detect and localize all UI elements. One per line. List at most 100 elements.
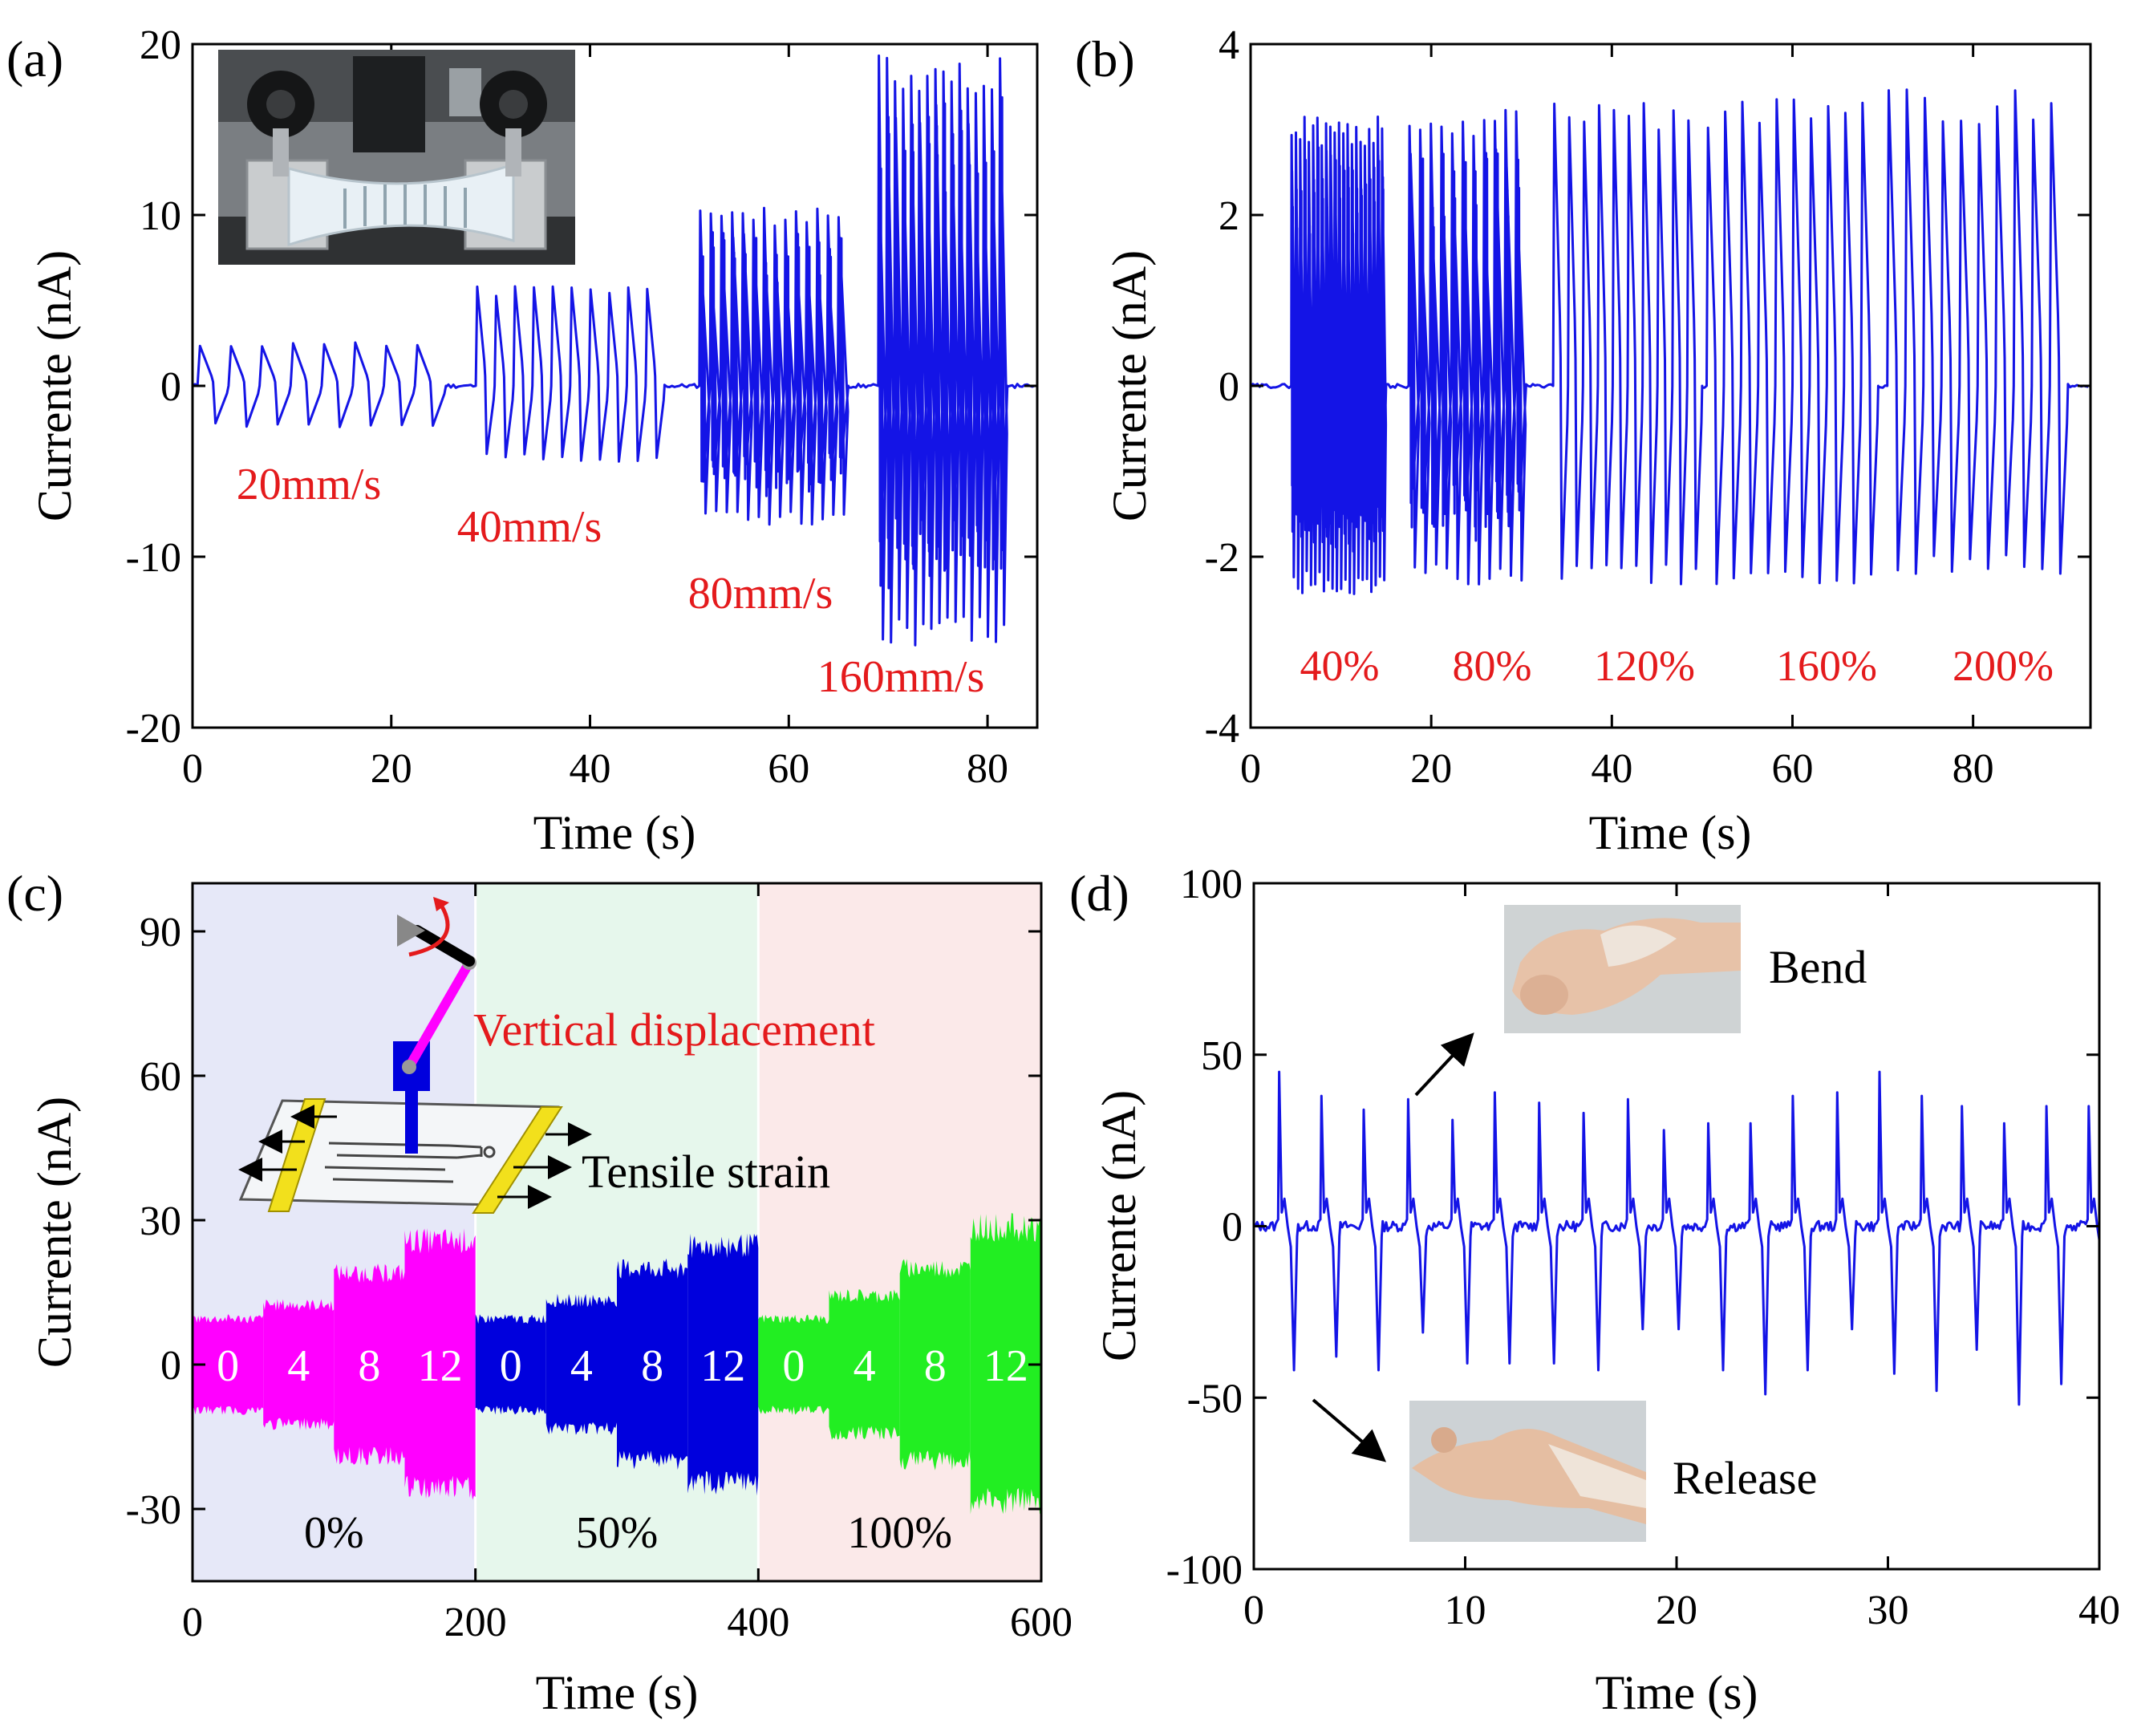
panel-label-c: (c) [6, 865, 63, 922]
x-tick-label-b: 0 [1240, 746, 1261, 792]
panel-b: 0 20 40 60 80 -4 -2 0 2 4 (b) Time (s) Currente (… [1075, 22, 2092, 859]
y-tick-label-c: 0 [160, 1343, 181, 1389]
displacement-label: 12 [983, 1341, 1028, 1391]
segment-label-b: 200% [1953, 642, 2054, 690]
current-band [193, 1314, 264, 1415]
x-tick-label-a: 80 [967, 746, 1008, 792]
x-tick-label-b: 40 [1591, 746, 1632, 792]
displacement-label: 8 [641, 1341, 663, 1391]
current-trace-d [1254, 1070, 2099, 1406]
y-axis-label-c: Currente (nA) [28, 1097, 81, 1368]
tensile-strain-label: Tensile strain [582, 1146, 830, 1198]
current-trace-a [193, 54, 1036, 647]
y-tick-label-c: 90 [140, 910, 181, 955]
y-tick-label-b: 4 [1219, 22, 1239, 68]
x-tick-label-d: 10 [1445, 1588, 1486, 1633]
segment-label-b: 160% [1776, 642, 1877, 690]
tensile-arrows [238, 1105, 592, 1209]
x-tick-label-a: 60 [768, 746, 809, 792]
displacement-label: 4 [570, 1341, 593, 1391]
x-tick-label-d: 0 [1243, 1588, 1264, 1633]
displacement-label: 4 [287, 1341, 310, 1391]
bend-wrist-photo [1504, 905, 1741, 1033]
y-tick-label-b: -2 [1205, 535, 1239, 581]
x-tick-label-d: 30 [1867, 1588, 1909, 1633]
segment-label-a: 20mm/s [237, 460, 381, 509]
y-tick-label-b: 0 [1219, 364, 1239, 410]
strain-region-label: 100% [847, 1508, 952, 1558]
y-tick-label-d: -100 [1166, 1547, 1243, 1593]
displacement-label: 12 [700, 1341, 745, 1391]
y-tick-label-c: -30 [126, 1487, 181, 1533]
displacement-label: 8 [924, 1341, 947, 1391]
displacement-label: 0 [217, 1341, 239, 1391]
current-trace-b [1251, 88, 2089, 595]
displacement-label: 4 [854, 1341, 876, 1391]
x-tick-label-c: 600 [1010, 1600, 1073, 1645]
strain-region-label: 0% [304, 1508, 364, 1558]
current-band [545, 1293, 617, 1435]
y-tick-label-a: 10 [140, 193, 181, 239]
tensile-setup-schematic [238, 897, 592, 1214]
y-axis-label-a: Currente (nA) [28, 250, 81, 521]
panel-label-a: (a) [6, 30, 63, 87]
x-tick-label-b: 80 [1953, 746, 1994, 792]
current-band [404, 1228, 476, 1500]
displacement-label: 8 [358, 1341, 380, 1391]
panel-label-d: (d) [1069, 865, 1129, 922]
y-tick-label-a: 0 [160, 364, 181, 410]
x-tick-label-c: 0 [182, 1600, 203, 1645]
y-tick-label-c: 60 [140, 1054, 181, 1100]
y-tick-label-d: -50 [1187, 1376, 1243, 1422]
current-band [829, 1289, 900, 1440]
displacement-label: 0 [500, 1341, 522, 1391]
current-band [263, 1299, 335, 1430]
bend-arrow [1414, 1032, 1474, 1097]
segment-label-b: 120% [1594, 642, 1695, 690]
current-band [617, 1258, 688, 1470]
y-axis-label-b: Currente (nA) [1103, 250, 1156, 521]
x-axis-label-b: Time (s) [1589, 806, 1752, 859]
x-tick-label-a: 40 [570, 746, 611, 792]
y-tick-label-d: 50 [1201, 1033, 1243, 1079]
y-tick-label-b: -4 [1205, 706, 1239, 752]
y-tick-label-a: -20 [126, 706, 181, 752]
release-label: Release [1673, 1452, 1817, 1504]
displacement-label: 12 [418, 1341, 463, 1391]
x-tick-label-d: 20 [1656, 1588, 1697, 1633]
y-tick-label-c: 30 [140, 1199, 181, 1244]
vertical-displacement-label: Vertical displacement [473, 1004, 875, 1056]
y-tick-label-d: 0 [1222, 1205, 1243, 1251]
x-axis-label-a: Time (s) [533, 806, 696, 859]
current-band [899, 1259, 971, 1470]
release-arrow [1312, 1398, 1387, 1462]
current-band [334, 1263, 405, 1466]
y-axis-label-d: Currente (nA) [1093, 1090, 1146, 1361]
y-tick-label-a: -10 [126, 535, 181, 581]
stretching-stage-photo [218, 50, 575, 265]
bend-label: Bend [1769, 941, 1867, 993]
x-tick-label-d: 40 [2078, 1588, 2120, 1633]
current-band [687, 1233, 759, 1496]
y-tick-label-d: 100 [1180, 862, 1243, 907]
release-wrist-photo [1409, 1401, 1646, 1542]
x-tick-label-b: 20 [1410, 746, 1452, 792]
plot-frame-c [191, 882, 1043, 1583]
panel-a: 0 20 40 60 80 -20 -10 0 10 20 (a) Time (s) Curren… [6, 22, 1039, 859]
segment-label-a: 160mm/s [817, 652, 984, 702]
panel-d: 0 10 20 30 40 -100 -50 0 50 100 (d) Time (s) Curr… [1069, 862, 2120, 1719]
interdigital-electrode-icon [324, 1142, 496, 1183]
panel-label-b: (b) [1075, 30, 1135, 87]
x-tick-label-a: 0 [182, 746, 203, 792]
current-band [475, 1314, 546, 1415]
segment-label-a: 80mm/s [688, 569, 833, 619]
current-band [970, 1213, 1041, 1515]
x-tick-label-a: 20 [371, 746, 412, 792]
x-tick-label-c: 200 [444, 1600, 507, 1645]
displacement-label: 0 [782, 1341, 805, 1391]
y-tick-label-b: 2 [1219, 193, 1239, 239]
segment-label-a: 40mm/s [457, 502, 602, 552]
x-tick-label-b: 60 [1771, 746, 1813, 792]
